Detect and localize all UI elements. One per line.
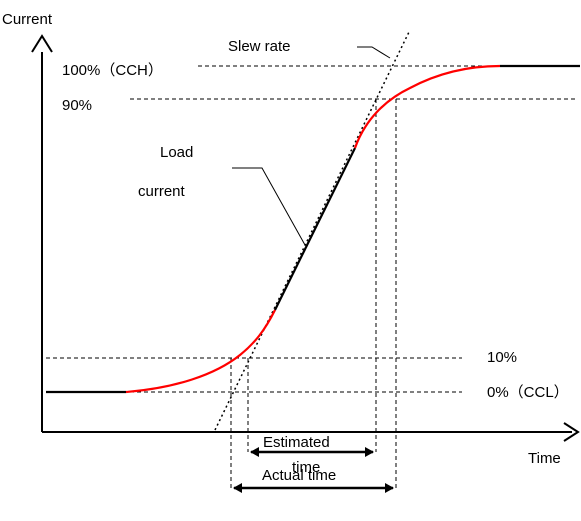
level-10-label: 10% (487, 349, 517, 366)
load-current-curve (46, 64, 580, 394)
level-100-label: 100%（CCH） (62, 62, 163, 79)
estimated-time-label-line1: Estimated (263, 434, 330, 451)
estimated-time-label-line2: time (292, 459, 320, 476)
x-axis (42, 422, 580, 442)
slew-rate-line (214, 31, 410, 431)
y-axis-label: Current (2, 11, 53, 28)
y-axis (31, 34, 53, 432)
load-current-label-line2: current (138, 183, 186, 200)
load-current-leader (232, 167, 306, 246)
level-0-label: 0%（CCL） (487, 384, 569, 401)
slew-rate-label: Slew rate (228, 38, 291, 55)
level-90-label: 90% (62, 97, 92, 114)
x-axis-label: Time (528, 450, 561, 467)
load-current-label-line1: Load (160, 144, 193, 161)
slew-rate-leader (357, 46, 391, 59)
actual-time-label-visible: Actual time (262, 467, 336, 484)
